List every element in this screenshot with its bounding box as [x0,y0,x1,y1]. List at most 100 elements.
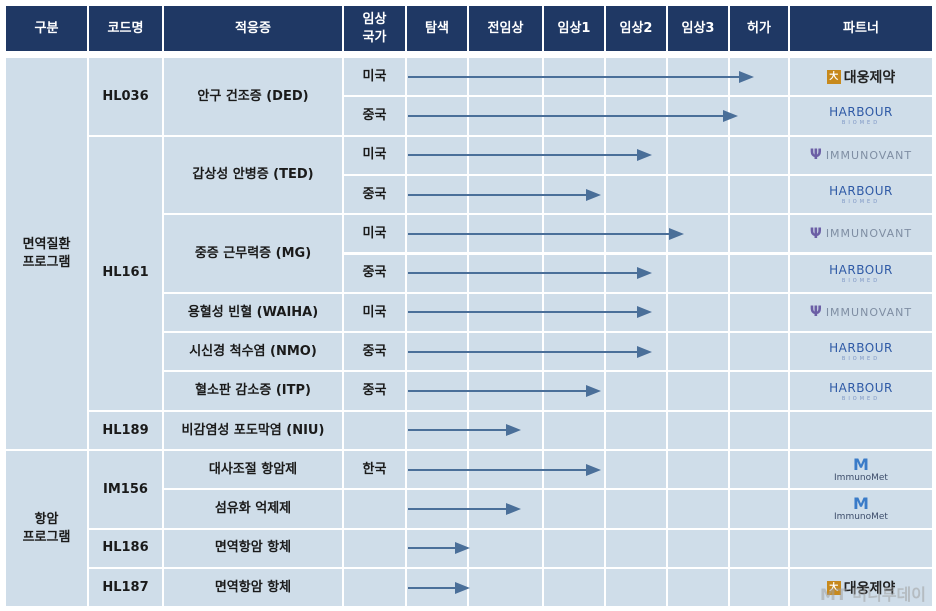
indication-fibrosis: 섬유화 억제제 [164,490,342,528]
daewoong-text: 대웅제약 [843,69,896,86]
stage-cell [668,411,728,449]
stage-cell [730,568,788,607]
group-anticancer: 항암 프로그램 [6,451,87,607]
progress-arrow [408,75,739,78]
header-phase3: 임상3 [668,6,728,51]
header-code: 코드명 [89,6,162,51]
arrow-head-icon [636,149,652,162]
code-hl189: HL189 [89,411,162,449]
immunomet-mark-icon: M [853,493,869,513]
progress-arrow [408,390,586,393]
code-hl186: HL186 [89,529,162,567]
stage-cell [544,529,604,567]
indication-metabolic: 대사조절 항암제 [164,451,342,489]
progress-arrow [408,547,455,550]
header-preclinical: 전임상 [469,6,542,51]
partner-cell [790,411,932,449]
country-row-12 [344,490,405,528]
arrow-head-icon [505,502,521,515]
immunovant-text: IMMUNOVANT [825,305,913,319]
arrow-head-icon [454,542,470,555]
harbour-text: HARBOUR [829,105,893,120]
partner-cell [790,254,932,292]
country-row-8: 중국 [344,333,405,371]
stage-cell [668,568,728,607]
stage-cell [668,254,728,292]
immunovant-logo: Ψ IMMUNOVANT [789,136,933,175]
arrow-head-icon [505,424,521,437]
immunovant-text: IMMUNOVANT [825,227,913,241]
header-indication: 적응증 [164,6,342,51]
header-country: 임상 국가 [344,6,405,51]
country-row-3: 미국 [344,136,405,174]
immunovant-mark-icon: Ψ [809,225,823,242]
stage-cell [668,136,728,174]
arrow-head-icon [722,109,738,122]
indication-niu: 비감염성 포도막염 (NIU) [164,411,342,449]
immunomet-logo: M ImmunoMet [789,489,933,528]
header-partner: 파트너 [790,6,932,51]
stage-cell [730,136,788,174]
partner-cell [790,529,932,567]
stage-cell [606,411,666,449]
immunovant-mark-icon: Ψ [809,147,823,164]
header-approval: 허가 [730,6,788,51]
progress-arrow [408,114,723,117]
progress-arrow [408,507,506,510]
stage-cell [606,372,666,410]
stage-cell [606,175,666,214]
stage-cell [469,568,542,607]
stage-cell [469,529,542,567]
stage-cell [544,411,604,449]
immunomet-text: ImmunoMet [834,511,888,522]
harbour-logo: HARBOUR BIOMED [789,371,933,410]
partner-cell [790,293,932,332]
watermark: MT 머니투데이 [819,585,926,604]
arrow-head-icon [668,227,684,240]
stage-cell [606,451,666,489]
country-row-2: 중국 [344,97,405,135]
stage-cell [668,372,728,410]
harbour-sub: BIOMED [841,277,881,284]
harbour-sub: BIOMED [841,120,881,127]
indication-io1: 면역항암 항체 [164,529,342,567]
partner-cell [790,97,932,135]
stage-cell [730,97,788,135]
partner-cell [790,333,932,371]
country-row-4: 중국 [344,175,405,214]
country-row-11: 한국 [344,451,405,489]
stage-cell [668,529,728,567]
progress-arrow [408,272,637,275]
harbour-sub: BIOMED [841,395,881,402]
indication-waiha: 용혈성 빈혈 (WAIHA) [164,293,342,332]
group-immune: 면역질환 프로그램 [6,58,87,449]
harbour-text: HARBOUR [829,184,893,199]
arrow-head-icon [585,385,601,398]
stage-cell [544,568,604,607]
immunovant-mark-icon: Ψ [809,304,823,321]
code-hl187: HL187 [89,568,162,607]
header-category: 구분 [6,6,87,51]
stage-cell [730,215,788,253]
immunomet-text: ImmunoMet [834,472,888,483]
country-row-7: 미국 [344,293,405,332]
stage-cell [730,372,788,410]
daewoong-logo: 大 대웅제약 [789,568,933,607]
country-row-9: 중국 [344,372,405,410]
harbour-text: HARBOUR [829,341,893,356]
harbour-logo: HARBOUR BIOMED [789,332,933,371]
indication-mg: 중증 근무력증 (MG) [164,215,342,292]
immunomet-mark-icon: M [853,454,869,474]
stage-cell [730,490,788,528]
stage-cell [730,254,788,292]
harbour-logo: HARBOUR BIOMED [789,96,933,135]
progress-arrow [408,350,637,353]
arrow-head-icon [636,267,652,280]
progress-arrow [408,232,669,235]
immunomet-logo: M ImmunoMet [789,450,933,489]
arrow-head-icon [636,306,652,319]
indication-ted: 갑상성 안병증 (TED) [164,136,342,214]
stage-cell [606,529,666,567]
header-phase1: 임상1 [544,6,604,51]
partner-cell [790,215,932,253]
